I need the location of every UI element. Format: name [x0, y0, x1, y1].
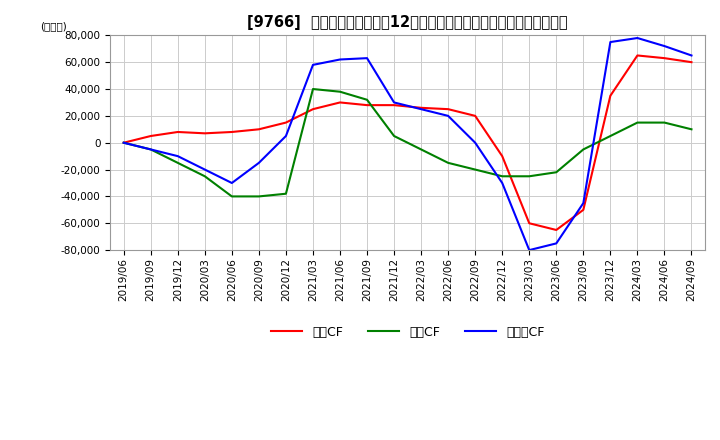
free [687, 53, 696, 58]
eigyo [255, 127, 264, 132]
free [390, 100, 398, 105]
eigyo [146, 133, 155, 139]
free [309, 62, 318, 67]
toshi [309, 86, 318, 92]
Line: eigyo: eigyo [124, 55, 691, 230]
eigyo [525, 220, 534, 226]
toshi [606, 133, 615, 139]
free [633, 35, 642, 40]
eigyo [579, 207, 588, 213]
eigyo [633, 53, 642, 58]
toshi [417, 147, 426, 152]
Line: free: free [124, 38, 691, 250]
toshi [660, 120, 669, 125]
toshi [390, 133, 398, 139]
eigyo [606, 93, 615, 99]
toshi [120, 140, 128, 145]
eigyo [228, 129, 236, 135]
eigyo [552, 227, 561, 233]
eigyo [498, 154, 507, 159]
Title: [9766]  キャッシュフローの12か月移動合計の対前年同期増減額の推移: [9766] キャッシュフローの12か月移動合計の対前年同期増減額の推移 [247, 15, 568, 30]
toshi [633, 120, 642, 125]
toshi [687, 127, 696, 132]
eigyo [174, 129, 182, 135]
eigyo [363, 103, 372, 108]
free [579, 201, 588, 206]
toshi [228, 194, 236, 199]
toshi [255, 194, 264, 199]
Legend: 営業CF, 投資CF, フリーCF: 営業CF, 投資CF, フリーCF [266, 321, 549, 344]
eigyo [660, 55, 669, 61]
free [336, 57, 344, 62]
eigyo [336, 100, 344, 105]
free [498, 180, 507, 186]
free [444, 113, 452, 118]
free [146, 147, 155, 152]
toshi [200, 174, 209, 179]
free [552, 241, 561, 246]
eigyo [309, 106, 318, 112]
toshi [552, 169, 561, 175]
free [660, 44, 669, 49]
eigyo [687, 59, 696, 65]
free [606, 40, 615, 45]
eigyo [417, 105, 426, 110]
toshi [336, 89, 344, 94]
free [417, 106, 426, 112]
free [174, 154, 182, 159]
toshi [525, 174, 534, 179]
toshi [444, 160, 452, 165]
free [120, 140, 128, 145]
toshi [498, 174, 507, 179]
eigyo [120, 140, 128, 145]
free [255, 160, 264, 165]
eigyo [282, 120, 290, 125]
free [228, 180, 236, 186]
free [363, 55, 372, 61]
toshi [579, 147, 588, 152]
eigyo [471, 113, 480, 118]
toshi [174, 160, 182, 165]
toshi [146, 147, 155, 152]
Y-axis label: (百万円): (百万円) [40, 21, 67, 31]
free [525, 247, 534, 253]
Line: toshi: toshi [124, 89, 691, 196]
eigyo [444, 106, 452, 112]
free [471, 140, 480, 145]
toshi [363, 97, 372, 103]
eigyo [390, 103, 398, 108]
toshi [282, 191, 290, 196]
free [282, 133, 290, 139]
eigyo [200, 131, 209, 136]
toshi [471, 167, 480, 172]
free [200, 167, 209, 172]
